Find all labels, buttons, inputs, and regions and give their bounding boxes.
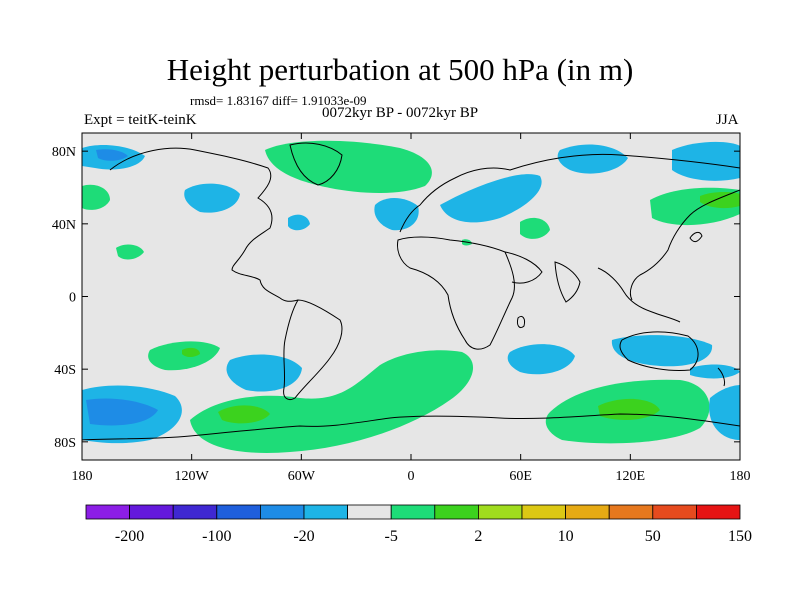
- coastline-south-america: [283, 299, 343, 401]
- contour-blue-north-pacific-west-core: [96, 149, 128, 161]
- contour-blue-south-indian: [507, 344, 575, 375]
- colorbar-label: 2: [474, 528, 482, 545]
- colorbar-label: -20: [293, 528, 314, 545]
- colorbar-label: 10: [558, 528, 574, 545]
- coastline-antarctica: [82, 413, 740, 441]
- contour-blue-south-east: [709, 385, 740, 440]
- colorbar-swatch: [347, 504, 392, 520]
- colorbar-label: -5: [385, 528, 398, 545]
- lat-tick-label: 40S: [54, 363, 76, 378]
- lon-tick-label: 0: [408, 469, 415, 484]
- contour-blue-north-atlantic: [374, 197, 419, 231]
- latitude-ticks: 80N 40N 0 40S 80S: [52, 145, 740, 451]
- colorbar-swatch: [172, 504, 218, 520]
- colorbar-swatch: [259, 504, 305, 520]
- colorbar-label: 150: [728, 528, 752, 545]
- contour-green-north-pacific: [82, 184, 110, 210]
- coastline-southeast-asia: [597, 267, 681, 323]
- lon-tick-label: 120W: [175, 469, 210, 484]
- coastline-india: [554, 261, 581, 303]
- lon-tick-label: 180: [730, 469, 751, 484]
- lon-tick-label: 120E: [616, 469, 646, 484]
- contour-blue-north-east: [672, 141, 740, 181]
- lon-tick-label: 180: [72, 469, 93, 484]
- coastline-arabia: [504, 251, 543, 284]
- colorbar-swatch: [521, 504, 566, 520]
- contour-green-arctic: [265, 140, 432, 193]
- contour-green-south-atlantic: [190, 350, 474, 453]
- lat-tick-label: 40N: [52, 218, 76, 233]
- colorbar-swatch: [85, 504, 130, 520]
- coastline-madagascar: [517, 315, 525, 329]
- colorbar-swatch: [434, 504, 479, 520]
- lat-tick-label: 0: [69, 291, 76, 306]
- colorbar-swatch: [390, 504, 436, 520]
- lon-tick-label: 60E: [509, 469, 532, 484]
- colorbar-swatch: [652, 504, 697, 520]
- contour-blue-south-central: [226, 354, 302, 392]
- stats-line: rmsd= 1.83167 diff= 1.91033e-09: [190, 93, 367, 108]
- contour-blue-siberia: [557, 144, 628, 174]
- colorbar-swatch: [696, 504, 741, 520]
- lat-tick-label: 80S: [54, 436, 76, 451]
- contour-blue-north-america: [184, 183, 240, 213]
- contour-blue-south-pacific-core: [86, 398, 158, 426]
- colorbar-swatch: [565, 504, 610, 520]
- colorbar-swatch: [303, 504, 348, 520]
- contour-blue-australia: [611, 335, 713, 367]
- coastline-east-asia: [629, 189, 740, 301]
- contour-blue-europe: [440, 174, 542, 223]
- contour-green-core-atlantic: [218, 405, 270, 424]
- lat-tick-label: 80N: [52, 145, 76, 160]
- colorbar-swatch: [129, 504, 174, 520]
- coastline-greenland: [289, 142, 343, 186]
- contour-green-mid-pacific: [116, 244, 144, 260]
- colorbar-label: -100: [202, 528, 231, 545]
- contour-blue-gulf: [288, 214, 310, 231]
- contour-green-core-south-pacific: [182, 347, 200, 357]
- coastline-new-zealand: [717, 367, 725, 387]
- coastline-europe-asia: [399, 153, 740, 233]
- lon-tick-label: 60W: [288, 469, 316, 484]
- colorbar-label: 50: [645, 528, 661, 545]
- contour-field: [82, 133, 740, 460]
- colorbar-swatch: [477, 504, 523, 520]
- period-label: 0072kyr BP - 0072kyr BP: [322, 105, 479, 121]
- contour-green-south-pacific-mid: [148, 341, 220, 371]
- coastline-japan: [689, 231, 703, 243]
- colorbar-label: -200: [115, 528, 144, 545]
- coastline-north-america: [109, 147, 299, 302]
- colorbar: -200 -100 -20 -5 2 10 50 150: [85, 504, 752, 545]
- contour-green-central-asia: [520, 217, 550, 239]
- contour-green-east-asia-core: [700, 192, 740, 209]
- coastline-australia: [619, 331, 699, 371]
- season-label: JJA: [716, 112, 739, 128]
- plot-title: Height perturbation at 500 hPa (in m): [166, 52, 634, 87]
- longitude-ticks: 180 120W 60W 0 60E 120E 180: [72, 133, 751, 484]
- coastlines: [82, 142, 740, 441]
- contour-blue-south-east-mid: [690, 364, 740, 379]
- coastline-africa: [397, 236, 515, 350]
- colorbar-swatch: [608, 504, 654, 520]
- experiment-label: Expt = teitK-teinK: [84, 112, 197, 128]
- colorbar-swatch: [216, 504, 261, 520]
